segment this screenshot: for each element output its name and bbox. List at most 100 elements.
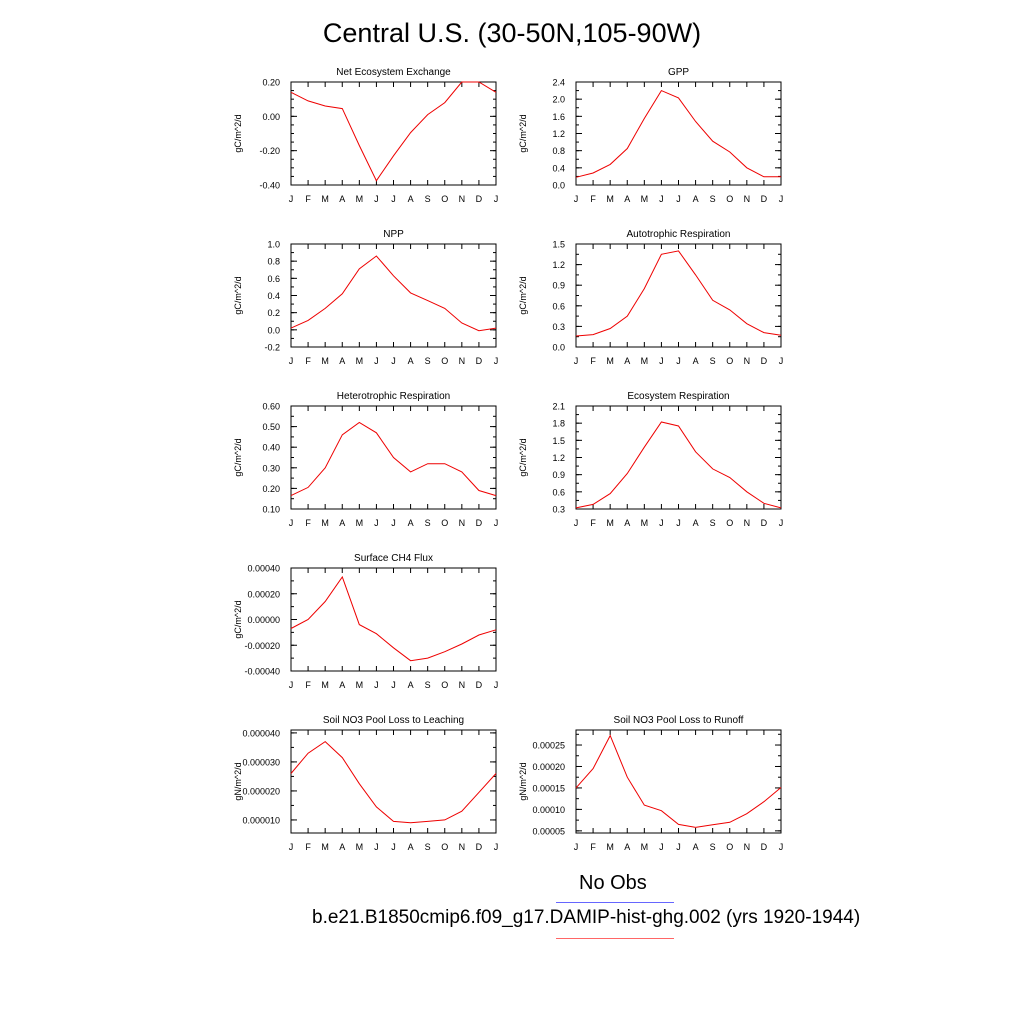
y-tick-label: 0.6 bbox=[552, 487, 565, 497]
series-line bbox=[575, 250, 782, 337]
x-tick-label: A bbox=[624, 356, 630, 366]
x-tick-label: O bbox=[441, 518, 448, 528]
x-tick-label: A bbox=[408, 842, 414, 852]
x-tick-label: S bbox=[710, 842, 716, 852]
y-axis-label: gC/m^2/d bbox=[233, 600, 243, 638]
y-tick-label: 2.4 bbox=[552, 78, 565, 88]
x-tick-label: D bbox=[761, 518, 768, 528]
x-tick-label: N bbox=[459, 680, 466, 690]
x-tick-label: N bbox=[459, 194, 466, 204]
x-tick-label: F bbox=[305, 194, 311, 204]
x-tick-label: A bbox=[408, 680, 414, 690]
x-tick-label: M bbox=[641, 518, 649, 528]
plot-title: NPP bbox=[383, 229, 404, 240]
x-tick-label: S bbox=[425, 518, 431, 528]
legend-obs-line bbox=[556, 902, 674, 903]
x-tick-label: J bbox=[659, 194, 664, 204]
series-line bbox=[575, 421, 782, 509]
y-tick-label: 1.2 bbox=[552, 129, 565, 139]
plot-title: GPP bbox=[668, 67, 689, 78]
x-tick-label: N bbox=[459, 518, 466, 528]
x-tick-label: J bbox=[574, 842, 579, 852]
plot-frame bbox=[575, 729, 782, 834]
y-tick-label: 0.00000 bbox=[247, 615, 280, 625]
plot-frame bbox=[290, 729, 497, 834]
y-tick-label: 0.00010 bbox=[532, 805, 565, 815]
x-tick-label: S bbox=[425, 680, 431, 690]
x-tick-label: A bbox=[339, 518, 345, 528]
x-tick-label: J bbox=[289, 194, 294, 204]
y-tick-label: 1.5 bbox=[552, 240, 565, 250]
x-tick-label: O bbox=[726, 194, 733, 204]
y-axis-label: gN/m^2/d bbox=[233, 762, 243, 800]
y-tick-label: 0.000040 bbox=[242, 728, 280, 738]
y-tick-label: 0.9 bbox=[552, 470, 565, 480]
x-tick-label: F bbox=[590, 842, 596, 852]
x-tick-label: J bbox=[676, 518, 681, 528]
x-tick-label: O bbox=[441, 194, 448, 204]
x-tick-label: D bbox=[476, 194, 483, 204]
x-tick-label: J bbox=[391, 842, 396, 852]
y-tick-label: 1.2 bbox=[552, 260, 565, 270]
x-tick-label: O bbox=[726, 356, 733, 366]
y-tick-label: -0.00020 bbox=[244, 641, 280, 651]
plot-frame bbox=[290, 81, 497, 186]
x-tick-label: J bbox=[374, 356, 379, 366]
x-tick-label: M bbox=[356, 518, 364, 528]
x-tick-label: J bbox=[574, 356, 579, 366]
x-tick-label: J bbox=[374, 194, 379, 204]
x-tick-label: J bbox=[494, 842, 499, 852]
x-tick-label: A bbox=[693, 194, 699, 204]
x-tick-label: M bbox=[641, 842, 649, 852]
y-tick-label: 0.20 bbox=[262, 484, 280, 494]
x-tick-label: M bbox=[321, 194, 329, 204]
x-tick-label: J bbox=[779, 194, 784, 204]
y-tick-label: 1.8 bbox=[552, 419, 565, 429]
y-tick-label: -0.40 bbox=[259, 181, 280, 191]
x-tick-label: J bbox=[289, 842, 294, 852]
x-tick-label: F bbox=[590, 518, 596, 528]
x-tick-label: M bbox=[356, 680, 364, 690]
y-axis-label: gC/m^2/d bbox=[518, 438, 528, 476]
x-tick-label: F bbox=[305, 356, 311, 366]
x-tick-label: J bbox=[779, 842, 784, 852]
x-tick-label: N bbox=[744, 518, 751, 528]
y-axis-label: gC/m^2/d bbox=[518, 276, 528, 314]
x-tick-label: M bbox=[641, 194, 649, 204]
y-tick-label: 0.8 bbox=[552, 146, 565, 156]
x-tick-label: D bbox=[476, 356, 483, 366]
x-tick-label: J bbox=[494, 680, 499, 690]
x-tick-label: A bbox=[339, 356, 345, 366]
plot-title: Net Ecosystem Exchange bbox=[336, 67, 451, 78]
y-tick-label: 0.00015 bbox=[532, 783, 565, 793]
x-tick-label: O bbox=[441, 356, 448, 366]
y-tick-label: 0.00020 bbox=[532, 762, 565, 772]
x-tick-label: M bbox=[321, 842, 329, 852]
x-tick-label: A bbox=[624, 842, 630, 852]
x-tick-label: J bbox=[676, 842, 681, 852]
x-tick-label: S bbox=[710, 518, 716, 528]
x-tick-label: N bbox=[744, 356, 751, 366]
figure-title: Central U.S. (30-50N,105-90W) bbox=[322, 18, 702, 48]
x-tick-label: A bbox=[408, 194, 414, 204]
x-tick-label: J bbox=[494, 518, 499, 528]
x-tick-label: A bbox=[693, 842, 699, 852]
series-line bbox=[290, 575, 497, 662]
x-tick-label: D bbox=[476, 680, 483, 690]
series-line bbox=[575, 734, 782, 828]
x-tick-label: J bbox=[574, 194, 579, 204]
y-tick-label: 0.9 bbox=[552, 281, 565, 291]
y-tick-label: 0.00040 bbox=[247, 564, 280, 574]
series-line bbox=[575, 89, 781, 178]
y-axis-label: gC/m^2/d bbox=[518, 114, 528, 152]
x-tick-label: S bbox=[710, 356, 716, 366]
x-tick-label: N bbox=[744, 842, 751, 852]
series-line bbox=[290, 255, 497, 332]
y-tick-label: 0.0 bbox=[552, 343, 565, 353]
x-tick-label: O bbox=[441, 842, 448, 852]
x-tick-label: S bbox=[425, 194, 431, 204]
x-tick-label: S bbox=[710, 194, 716, 204]
x-tick-label: D bbox=[761, 356, 768, 366]
plot-title: Autotrophic Respiration bbox=[627, 229, 731, 240]
